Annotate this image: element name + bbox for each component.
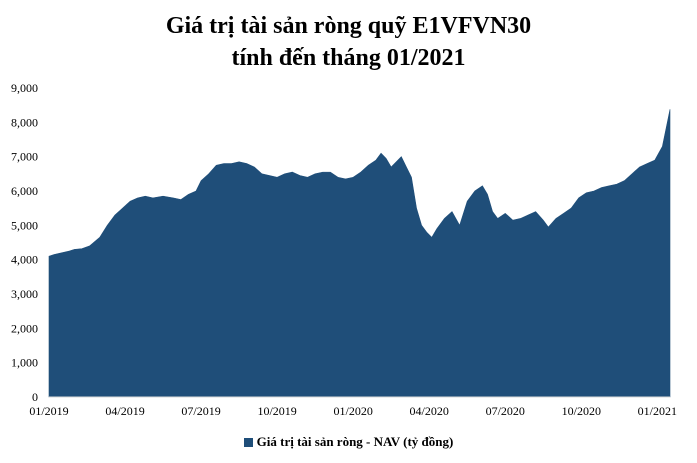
x-tick-label: 01/2020 (333, 404, 372, 418)
y-tick-label: 2,000 (11, 321, 38, 335)
x-tick-label: 04/2020 (410, 404, 449, 418)
y-axis: 0 1,000 2,000 3,000 4,000 5,000 6,000 7,000 8,00… (11, 81, 38, 404)
x-tick-label: 04/2019 (105, 404, 144, 418)
legend-swatch (243, 437, 253, 447)
y-tick-label: 9,000 (11, 81, 38, 95)
chart-title-line-2: tính đến tháng 01/2021 (231, 45, 466, 71)
x-axis: 01/2019 04/2019 07/2019 10/2019 01/2020 04/20… (29, 404, 677, 418)
x-tick-label: 10/2020 (562, 404, 601, 418)
y-tick-label: 1,000 (11, 356, 38, 370)
x-tick-label: 07/2020 (486, 404, 525, 418)
y-tick-label: 4,000 (11, 253, 38, 267)
legend-label: Giá trị tài sản ròng - NAV (tỷ đồng) (256, 434, 454, 449)
y-tick-label: 6,000 (11, 184, 38, 198)
nav-area-series-0 (48, 109, 671, 398)
y-tick-label: 3,000 (11, 287, 38, 301)
x-tick-label: 01/2021 (638, 404, 677, 418)
x-tick-label: 07/2019 (181, 404, 220, 418)
y-tick-label: 7,000 (11, 150, 38, 164)
plot-area (48, 109, 671, 398)
y-tick-label: 8,000 (11, 115, 38, 129)
chart-title: Giá trị tài sản ròng quỹ E1VFVN30 tính đ… (0, 10, 697, 74)
x-tick-label: 01/2019 (29, 404, 68, 418)
chart-title-line-1: Giá trị tài sản ròng quỹ E1VFVN30 (165, 13, 532, 39)
legend: Giá trị tài sản ròng - NAV (tỷ đồng) (0, 434, 697, 450)
y-tick-label: 0 (32, 390, 38, 404)
x-tick-label: 10/2019 (257, 404, 296, 418)
y-tick-label: 5,000 (11, 218, 38, 232)
